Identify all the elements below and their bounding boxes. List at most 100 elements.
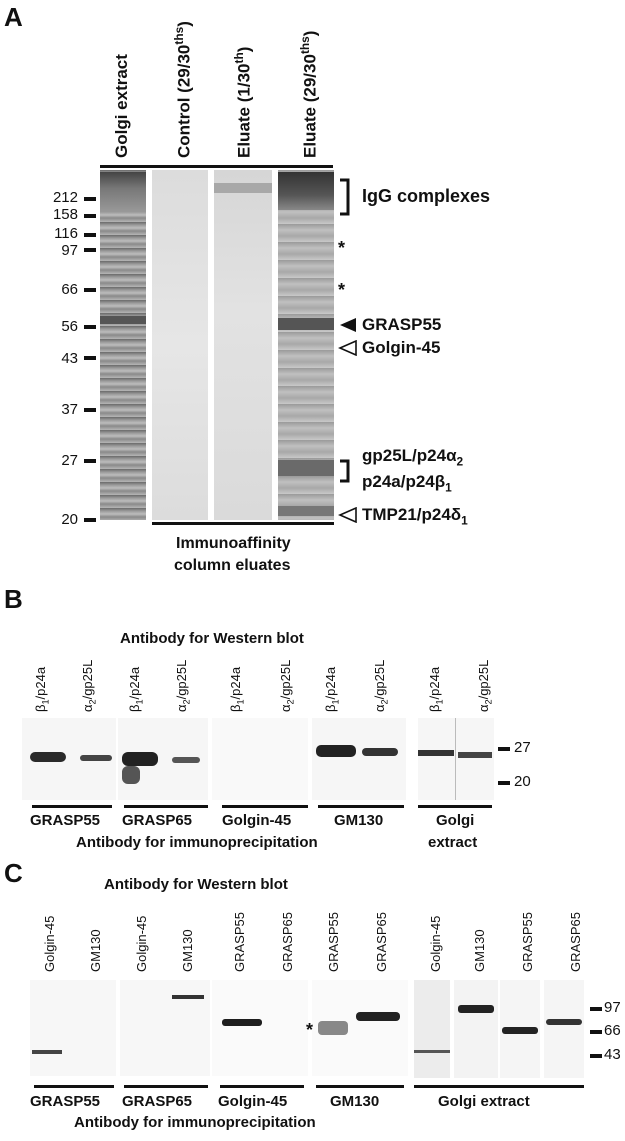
c-band xyxy=(414,1050,450,1053)
c-lane-label: GM130 xyxy=(88,929,103,972)
gel-lane-golgi-extract-grasp xyxy=(100,316,146,324)
c-group-golgin45: Golgin-45 xyxy=(218,1093,288,1110)
c-asterisk: * xyxy=(306,1020,314,1040)
mw-tick xyxy=(590,1030,602,1034)
footer-column-eluates: column eluates xyxy=(174,557,291,574)
mw-27: 27 xyxy=(61,452,78,469)
b-group-line xyxy=(222,805,308,808)
open-arrowhead-icon xyxy=(338,340,357,356)
panel-a-letter: A xyxy=(4,2,23,32)
panel-a-footer-line xyxy=(152,522,334,525)
b-band xyxy=(362,748,398,756)
filled-arrowhead-icon xyxy=(340,318,356,332)
b-group-grasp65: GRASP65 xyxy=(122,812,193,829)
c-band xyxy=(32,1050,62,1054)
b-group-extract: extract xyxy=(428,834,478,851)
label-golgin45: Golgin-45 xyxy=(362,338,441,357)
b-group-line xyxy=(418,805,492,808)
mw-tick xyxy=(498,747,510,751)
b-band xyxy=(316,745,356,757)
b-group-line xyxy=(32,805,112,808)
c-band xyxy=(172,995,204,999)
lane-label-eluate-29: Eluate (29/30ths) xyxy=(298,30,320,158)
asterisk-97: * xyxy=(338,238,346,258)
c-band xyxy=(546,1019,582,1025)
c-band xyxy=(502,1027,538,1034)
mw-tick xyxy=(84,248,96,252)
c-band xyxy=(458,1005,494,1013)
mw-20: 20 xyxy=(61,511,78,528)
mw-66: 66 xyxy=(61,281,78,298)
c-group-grasp55: GRASP55 xyxy=(30,1093,101,1110)
mw-tick xyxy=(84,214,96,218)
c-lane-label: Golgin-45 xyxy=(428,915,443,972)
mw-tick xyxy=(84,459,96,463)
label-gp25l: gp25L/p24α2 xyxy=(362,446,464,469)
c-group-gm130: GM130 xyxy=(330,1093,380,1110)
b-lane-label: β1/p24a xyxy=(228,666,246,712)
b-band xyxy=(80,755,112,761)
mw-tick xyxy=(84,518,96,522)
panel-b-title: Antibody for Western blot xyxy=(120,630,304,647)
b-lane-label: β1/p24a xyxy=(323,666,341,712)
c-blot-golgi-grasp65 xyxy=(544,980,584,1078)
b-footer: Antibody for immunoprecipitation xyxy=(76,834,318,851)
c-blot-golgin45 xyxy=(212,980,308,1076)
gel-lane-eluate-1 xyxy=(214,170,272,520)
lane-label-control: Control (29/30ths) xyxy=(172,21,194,158)
b-mw-20: 20 xyxy=(514,773,531,790)
b-band xyxy=(122,766,140,784)
mw-56: 56 xyxy=(61,318,78,335)
b-group-line xyxy=(124,805,208,808)
b-band xyxy=(122,752,158,766)
b-blot-gm130 xyxy=(312,718,406,800)
gel-lane-eluate-29-grasp xyxy=(278,318,334,330)
c-lane-label: GM130 xyxy=(472,929,487,972)
mw-tick xyxy=(590,1054,602,1058)
c-group-grasp65: GRASP65 xyxy=(122,1093,193,1110)
b-band xyxy=(418,750,454,756)
c-group-line xyxy=(414,1085,584,1088)
panel-c-title: Antibody for Western blot xyxy=(104,876,288,893)
b-blot-golgi-extract xyxy=(418,718,494,800)
b-blot-golgin45 xyxy=(212,718,308,800)
mw-tick xyxy=(84,197,96,201)
label-grasp55: GRASP55 xyxy=(362,315,442,334)
mw-tick xyxy=(590,1007,602,1011)
lane-label-golgi-extract: Golgi extract xyxy=(112,54,131,158)
lane-label-eluate-1: Eluate (1/30th) xyxy=(232,46,254,158)
b-lane-label: α2/gp25L xyxy=(278,659,296,712)
b-mw-27: 27 xyxy=(514,739,531,756)
mw-37: 37 xyxy=(61,401,78,418)
mw-tick xyxy=(84,356,96,360)
b-group-grasp55: GRASP55 xyxy=(30,812,101,829)
c-mw-43: 43 xyxy=(604,1046,621,1063)
b-lane-label: α2/gp25L xyxy=(476,659,494,712)
c-mw-66: 66 xyxy=(604,1022,621,1039)
c-blot-grasp55 xyxy=(30,980,116,1076)
panel-a-top-line xyxy=(100,165,333,168)
b-band xyxy=(172,757,200,763)
asterisk-66: * xyxy=(338,280,346,300)
mw-97: 97 xyxy=(61,242,78,259)
b-group-line xyxy=(318,805,404,808)
label-igg-complexes: IgG complexes xyxy=(362,186,491,206)
c-footer: Antibody for immunoprecipitation xyxy=(74,1114,316,1131)
b-group-golgin45: Golgin-45 xyxy=(222,812,292,829)
c-lane-label: Golgin-45 xyxy=(134,915,149,972)
b-lane-label: α2/gp25L xyxy=(372,659,390,712)
c-band xyxy=(356,1012,400,1021)
gel-lane-golgi-extract-top xyxy=(100,172,146,212)
c-mw-97: 97 xyxy=(604,999,621,1016)
b-group-gm130: GM130 xyxy=(334,812,384,829)
b-lane-label: β1/p24a xyxy=(33,666,51,712)
label-p24a: p24a/p24β1 xyxy=(362,472,452,495)
mw-tick xyxy=(84,233,96,237)
mw-212: 212 xyxy=(52,189,78,206)
c-blot-golgi-golgin45 xyxy=(414,980,450,1078)
mw-tick xyxy=(84,288,96,292)
c-blot-golgi-gm130 xyxy=(454,980,498,1078)
b-lane-label: β1/p24a xyxy=(427,666,445,712)
b-lane-divider xyxy=(455,718,456,800)
label-tmp21: TMP21/p24δ1 xyxy=(362,505,468,528)
